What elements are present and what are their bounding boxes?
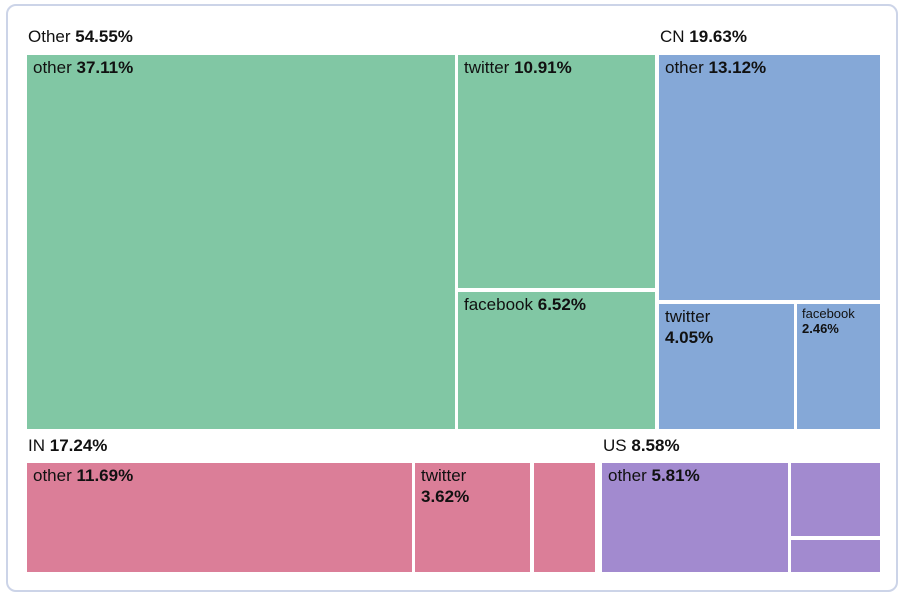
treemap-node-in-facebook[interactable] bbox=[534, 463, 595, 572]
node-value: 11.69% bbox=[76, 466, 134, 485]
group-header-in: IN 17.24% bbox=[28, 436, 107, 456]
treemap-node-other-other[interactable]: other 37.11% bbox=[27, 55, 455, 429]
node-label: other 5.81% bbox=[602, 463, 788, 490]
group-header-other: Other 54.55% bbox=[28, 27, 133, 47]
treemap-node-cn-other[interactable]: other 13.12% bbox=[659, 55, 880, 300]
treemap-node-us-other[interactable]: other 5.81% bbox=[602, 463, 788, 572]
treemap-node-in-twitter[interactable]: twitter 3.62% bbox=[415, 463, 530, 572]
group-value: 8.58% bbox=[631, 436, 680, 455]
group-name: CN bbox=[660, 27, 685, 46]
node-label: twitter 4.05% bbox=[659, 304, 794, 351]
node-name: facebook bbox=[802, 306, 855, 321]
treemap-node-other-twitter[interactable]: twitter 10.91% bbox=[458, 55, 655, 288]
treemap-node-cn-twitter[interactable]: twitter 4.05% bbox=[659, 304, 794, 429]
node-name: other bbox=[33, 58, 72, 77]
node-name: twitter bbox=[421, 466, 467, 485]
node-label: twitter 3.62% bbox=[415, 463, 530, 510]
treemap-node-us-twitter[interactable] bbox=[791, 463, 880, 536]
treemap-node-us-facebook[interactable] bbox=[791, 540, 880, 572]
group-header-us: US 8.58% bbox=[603, 436, 680, 456]
node-label: facebook 6.52% bbox=[458, 292, 655, 319]
group-name: Other bbox=[28, 27, 71, 46]
node-value: 10.91% bbox=[514, 58, 572, 77]
node-label: other 37.11% bbox=[27, 55, 455, 82]
group-value: 19.63% bbox=[689, 27, 747, 46]
node-value: 13.12% bbox=[708, 58, 767, 77]
node-name: twitter bbox=[665, 307, 711, 326]
node-value: 5.81% bbox=[651, 466, 700, 485]
node-label: other 11.69% bbox=[27, 463, 412, 490]
group-name: IN bbox=[28, 436, 45, 455]
treemap-node-cn-facebook[interactable]: facebook 2.46% bbox=[797, 304, 880, 429]
treemap-node-in-other[interactable]: other 11.69% bbox=[27, 463, 412, 572]
node-value: 6.52% bbox=[537, 295, 586, 314]
node-name: other bbox=[665, 58, 704, 77]
node-value: 3.62% bbox=[421, 486, 470, 506]
group-name: US bbox=[603, 436, 627, 455]
node-value: 2.46% bbox=[802, 321, 839, 337]
group-value: 17.24% bbox=[49, 436, 108, 455]
treemap-node-other-facebook[interactable]: facebook 6.52% bbox=[458, 292, 655, 429]
node-value: 37.11% bbox=[76, 58, 134, 77]
group-value: 54.55% bbox=[75, 27, 133, 46]
node-label: facebook 2.46% bbox=[797, 304, 880, 339]
node-value: 4.05% bbox=[665, 327, 714, 347]
node-name: facebook bbox=[464, 295, 533, 314]
node-label: other 13.12% bbox=[659, 55, 880, 82]
node-name: other bbox=[33, 466, 72, 485]
node-name: twitter bbox=[464, 58, 510, 77]
node-label: twitter 10.91% bbox=[458, 55, 655, 82]
node-name: other bbox=[608, 466, 647, 485]
group-header-cn: CN 19.63% bbox=[660, 27, 747, 47]
